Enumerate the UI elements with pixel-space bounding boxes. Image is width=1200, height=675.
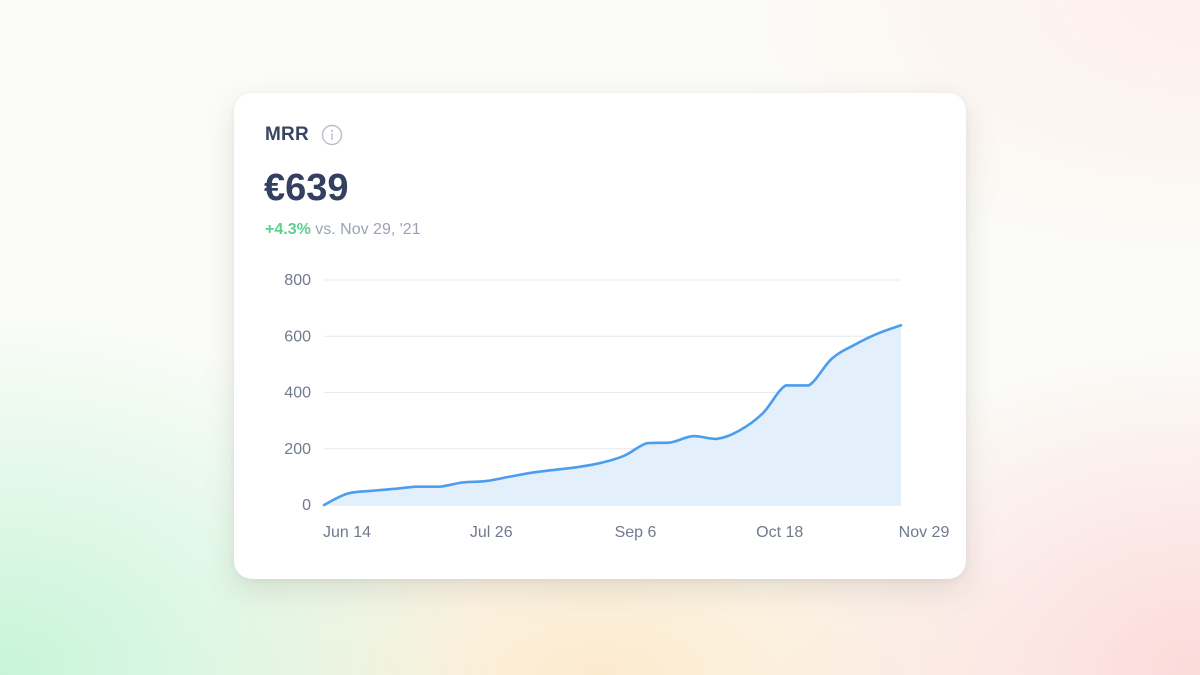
- series-line: [322, 323, 903, 507]
- y-tick-label: 800: [284, 272, 311, 289]
- mrr-area-chart: 0 200 400 600 800 Jun 14 Jul 26 Sep 6 Oct 18 Nov…: [284, 272, 949, 541]
- mrr-card: MRR €639 +4.3% vs. Nov 29, '21 0 200 400 60…: [234, 93, 966, 579]
- y-axis: 0 200 400 600 800: [284, 272, 311, 514]
- x-tick-label: Jul 26: [470, 524, 513, 541]
- mrr-value: €639: [264, 167, 349, 209]
- card-header: MRR: [265, 124, 343, 146]
- x-tick-label: Sep 6: [615, 524, 657, 541]
- y-tick-label: 200: [284, 441, 311, 458]
- info-icon[interactable]: [321, 124, 343, 146]
- x-tick-label: Jun 14: [323, 524, 371, 541]
- series-layer: [322, 323, 903, 507]
- x-tick-label: Nov 29: [899, 524, 950, 541]
- card-title: MRR: [265, 124, 309, 145]
- delta-comparison: vs. Nov 29, '21: [315, 221, 421, 238]
- y-tick-label: 400: [284, 385, 311, 402]
- y-tick-label: 600: [284, 328, 311, 345]
- series-area: [324, 325, 901, 505]
- delta-change: +4.3%: [265, 221, 311, 238]
- mrr-delta: +4.3% vs. Nov 29, '21: [265, 221, 421, 239]
- y-tick-label: 0: [302, 497, 311, 514]
- x-tick-label: Oct 18: [756, 524, 803, 541]
- x-axis: Jun 14 Jul 26 Sep 6 Oct 18 Nov 29: [323, 524, 949, 541]
